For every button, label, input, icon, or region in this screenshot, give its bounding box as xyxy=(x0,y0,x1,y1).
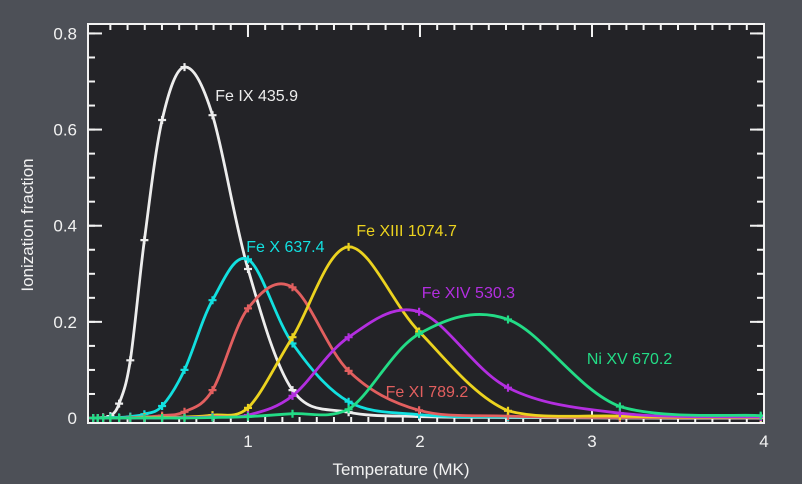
series-label-fe-xiv-530-3: Fe XIV 530.3 xyxy=(421,285,516,303)
y-tick-label: 0.4 xyxy=(53,217,77,236)
plot-border xyxy=(87,23,765,424)
y-tick-label: 0 xyxy=(68,409,77,428)
y-tick-label: 0.8 xyxy=(53,24,77,43)
x-tick-label: 3 xyxy=(587,432,596,451)
x-axis-title: Temperature (MK) xyxy=(332,460,470,479)
y-tick-label: 0.6 xyxy=(53,121,77,140)
series-label-fe-ix-435-9: Fe IX 435.9 xyxy=(215,88,298,106)
series-markers-ni-xv-670-2 xyxy=(89,315,763,422)
y-axis-title: Ionization fraction xyxy=(18,158,37,292)
x-tick-label: 4 xyxy=(759,432,768,451)
series-ni-xv-670-2 xyxy=(89,313,763,422)
plot-area xyxy=(88,24,764,423)
series-label-ni-xv-670-2: Ni XV 670.2 xyxy=(586,351,673,369)
series-label-fe-x-637-4: Fe X 637.4 xyxy=(246,238,325,256)
x-tick-label: 2 xyxy=(415,432,424,451)
y-tick-label: 0.2 xyxy=(53,313,77,332)
x-tick-label: 1 xyxy=(243,432,252,451)
series-label-fe-xiii-1074-7: Fe XIII 1074.7 xyxy=(356,222,457,240)
series-label-fe-xi-789-2: Fe XI 789.2 xyxy=(385,383,469,401)
